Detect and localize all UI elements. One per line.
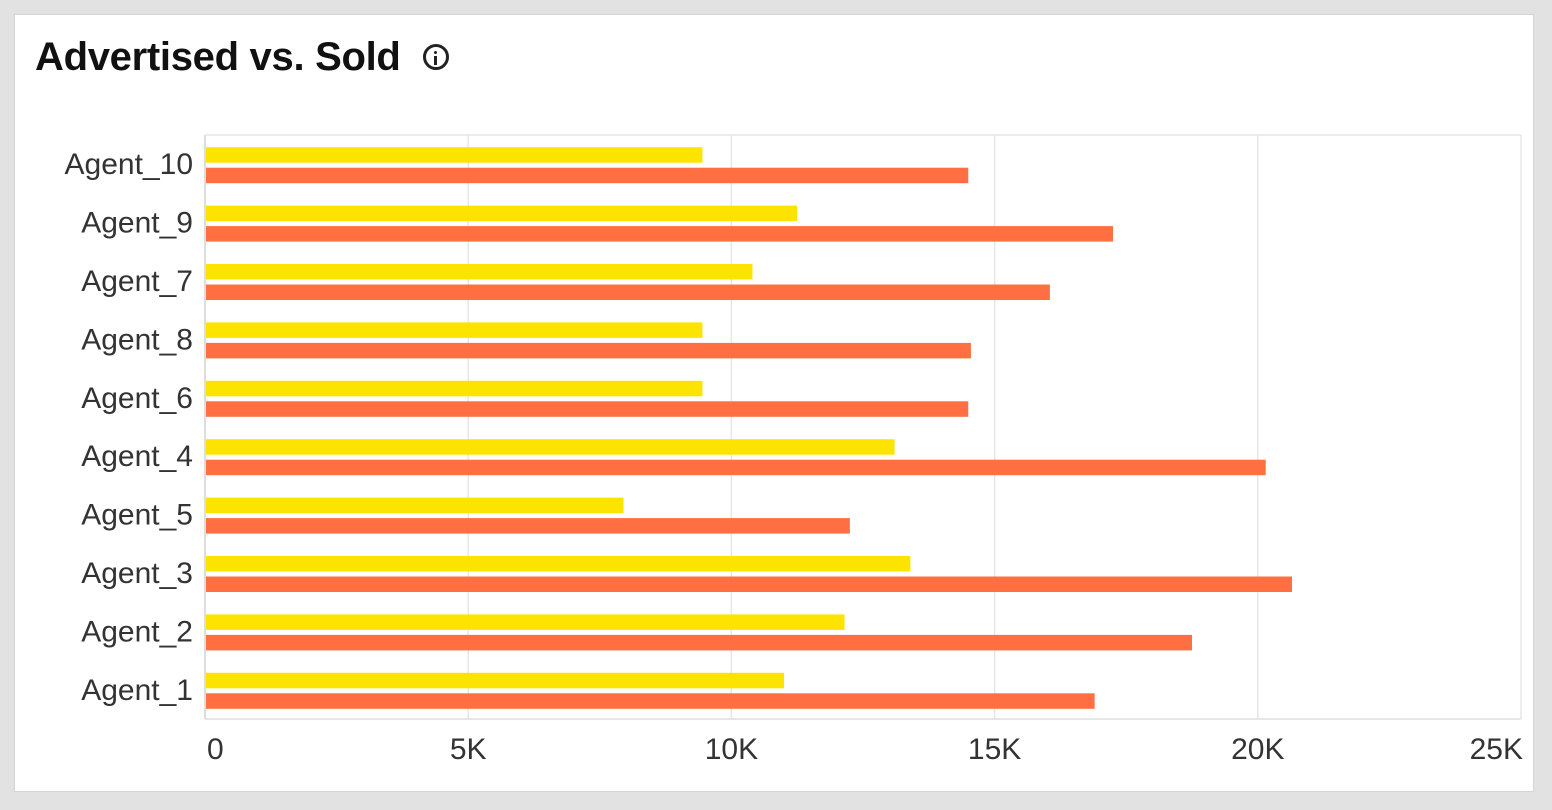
x-tick-label: 0	[207, 733, 224, 766]
info-icon[interactable]	[422, 44, 449, 70]
category-label: Agent_1	[81, 674, 193, 707]
bar-sold	[206, 459, 1266, 476]
bar-sold	[206, 342, 971, 359]
category-label: Agent_4	[81, 440, 193, 473]
bar-advertised	[206, 614, 845, 630]
chart-title: Advertised vs. Sold	[35, 34, 401, 79]
bar-sold	[206, 167, 969, 184]
bar-advertised	[206, 322, 703, 338]
bar-advertised	[206, 497, 624, 514]
x-tick-label: 10K	[705, 733, 758, 766]
bar-sold	[206, 518, 850, 534]
bar-advertised	[206, 380, 703, 397]
x-tick-label: 25K	[1470, 733, 1523, 766]
category-label: Agent_8	[81, 323, 193, 356]
bar-sold	[206, 284, 1050, 300]
category-label: Agent_3	[81, 557, 193, 590]
chart-card: Advertised vs. Sold 0 5K 10K 15K 20K 25K Agent…	[14, 14, 1534, 792]
category-label: Agent_7	[81, 265, 193, 298]
chart-header: Advertised vs. Sold	[35, 35, 449, 79]
bar-advertised	[206, 439, 895, 455]
bar-advertised	[206, 147, 703, 163]
bar-chart: 0 5K 10K 15K 20K 25K Agent_10 Agent_9 Agent_7 Age…	[65, 134, 1523, 766]
category-label: Agent_2	[81, 615, 193, 648]
category-label: Agent_10	[65, 148, 193, 181]
bar-advertised	[206, 264, 753, 280]
bar-sold	[206, 576, 1293, 592]
bar-advertised	[206, 556, 911, 572]
x-tick-label: 15K	[968, 733, 1021, 766]
bar-sold	[206, 401, 969, 417]
category-label: Agent_6	[81, 382, 193, 415]
x-tick-label: 5K	[450, 733, 487, 766]
x-tick-label: 20K	[1231, 733, 1284, 766]
bar-advertised	[206, 205, 798, 222]
bar-sold	[206, 226, 1114, 242]
category-label: Agent_9	[81, 207, 193, 240]
bar-advertised	[206, 672, 785, 689]
bar-sold	[206, 634, 1192, 651]
category-label: Agent_5	[81, 499, 193, 532]
bar-sold	[206, 693, 1095, 709]
